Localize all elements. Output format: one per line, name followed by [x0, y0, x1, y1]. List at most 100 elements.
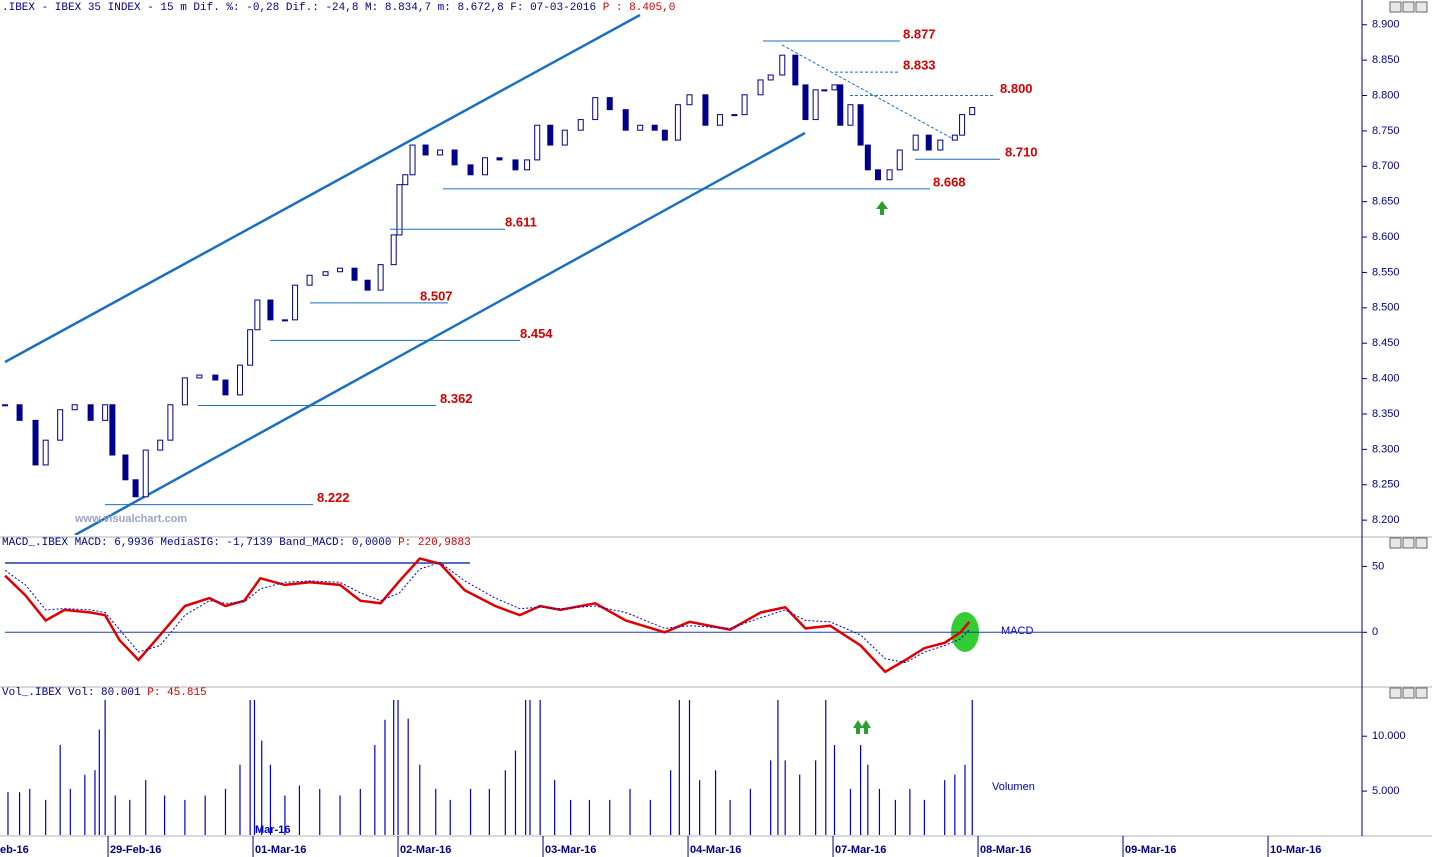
level-label: 8.611	[505, 215, 537, 230]
level-label: 8.668	[933, 174, 966, 189]
candle	[674, 104, 681, 141]
candle	[167, 404, 174, 441]
macd-label: MACD	[1001, 625, 1033, 637]
candle	[42, 439, 49, 466]
x-tick-label: 04-Mar-16	[690, 844, 741, 856]
candle	[281, 319, 288, 322]
candle	[396, 184, 403, 236]
candle	[236, 364, 243, 396]
candle	[292, 284, 299, 321]
y-tick-label: 8.850	[1372, 54, 1400, 66]
candle	[661, 129, 668, 141]
candle	[524, 159, 531, 171]
candle	[482, 157, 489, 176]
window-buttons[interactable]	[1389, 1, 1428, 699]
y-tick-label: 8.800	[1372, 89, 1400, 101]
y-tick-label: 8.300	[1372, 443, 1400, 455]
candle	[467, 164, 474, 176]
candle	[651, 124, 658, 131]
candle	[132, 479, 139, 498]
candle	[212, 374, 219, 381]
candle	[951, 134, 958, 141]
y-tick-label: 8.350	[1372, 408, 1400, 420]
candle	[196, 374, 203, 379]
candle	[422, 144, 429, 156]
candle	[109, 404, 116, 456]
y-tick-label: 8.600	[1372, 231, 1400, 243]
header-highlight: P: 220,9883	[398, 537, 471, 549]
header-highlight: P : 8.405,0	[603, 2, 676, 14]
level-label: 8.222	[317, 490, 350, 505]
candle	[847, 104, 854, 126]
candle	[496, 157, 503, 161]
header-text: .IBEX - IBEX 35 INDEX - 15 m Dif. %: -0,…	[2, 2, 596, 14]
y-tick-label: 8.650	[1372, 196, 1400, 208]
trend-drawings	[4, 13, 956, 535]
x-tick-label: 02-Mar-16	[400, 844, 451, 856]
y-tick-label: 8.450	[1372, 337, 1400, 349]
candle	[837, 84, 844, 126]
channel-lower	[74, 131, 806, 535]
candle	[925, 134, 932, 151]
header-highlight: P: 45.815	[147, 687, 206, 699]
x-tick-label: 07-Mar-16	[835, 844, 886, 856]
candle	[864, 144, 871, 171]
y-tick-label: 0	[1372, 626, 1378, 638]
candle	[102, 404, 109, 421]
candle	[337, 267, 344, 273]
candle	[757, 79, 764, 96]
x-tick-label: 10-Mar-16	[1270, 844, 1321, 856]
x-tick-label: eb-16	[0, 844, 29, 856]
candle	[592, 97, 599, 121]
candle	[306, 274, 313, 286]
candle	[937, 139, 944, 151]
candle	[57, 409, 64, 441]
candle	[181, 377, 188, 406]
candle	[812, 89, 819, 121]
candle	[254, 299, 261, 331]
candle	[364, 279, 371, 291]
candle	[702, 94, 709, 126]
candle	[222, 379, 229, 396]
candle	[969, 107, 976, 116]
level-label: 8.362	[440, 391, 473, 406]
y-tick-label: 8.900	[1372, 19, 1400, 31]
channel-upper	[4, 13, 641, 364]
plot-area	[4, 557, 1362, 674]
candle	[874, 169, 881, 181]
candle	[716, 114, 723, 126]
y-tick-label: 8.400	[1372, 373, 1400, 385]
y-tick-label: 8.550	[1372, 266, 1400, 278]
candle	[402, 174, 409, 186]
candle	[731, 114, 738, 117]
candle	[437, 149, 444, 156]
candle	[622, 109, 629, 131]
header-text: MACD_.IBEX MACD: 6,9936 MediaSIG: -1,713…	[2, 537, 391, 549]
candle	[886, 169, 893, 181]
y-tick-label: 5.000	[1372, 785, 1400, 797]
candle	[561, 129, 568, 146]
x-tick-label: 08-Mar-16	[980, 844, 1031, 856]
candle	[779, 54, 786, 76]
volume-header: Vol_.IBEX Vol: 80.001 P: 45.815	[2, 687, 207, 699]
candle	[122, 454, 129, 481]
y-tick-label: 8.250	[1372, 479, 1400, 491]
candle	[32, 419, 39, 466]
candle	[377, 264, 384, 291]
level-label: 8.877	[903, 26, 936, 41]
candle	[2, 404, 9, 407]
y-tick-label: 8.500	[1372, 302, 1400, 314]
volume-arrows	[853, 720, 871, 734]
candle	[741, 94, 748, 116]
candle	[577, 119, 584, 131]
candle	[351, 267, 358, 281]
candle	[16, 404, 23, 421]
header-text: Vol_.IBEX Vol: 80.001	[2, 687, 141, 699]
candle	[767, 74, 774, 81]
x-tick-label: 03-Mar-16	[545, 844, 596, 856]
x-tick-label: 29-Feb-16	[110, 844, 161, 856]
month-label: Mar-16	[255, 824, 290, 836]
candle	[71, 404, 78, 411]
candle	[857, 104, 864, 146]
